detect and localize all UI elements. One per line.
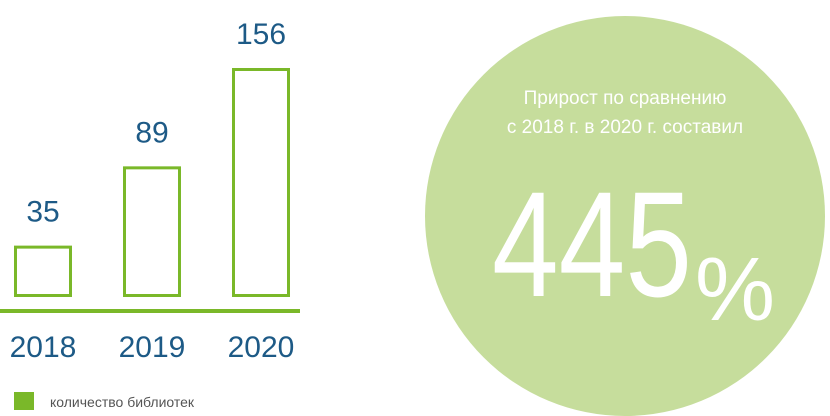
legend-label: количество библиотек xyxy=(50,394,195,410)
x-tick-label: 2018 xyxy=(10,331,77,364)
legend-swatch xyxy=(14,392,34,410)
annotation-line: с 2018 г. в 2020 г. составил xyxy=(507,117,743,138)
x-tick-label: 2020 xyxy=(228,331,295,364)
highlight-unit: % xyxy=(695,240,775,340)
highlight-circle xyxy=(425,16,825,416)
bar xyxy=(232,68,290,297)
value-label: 89 xyxy=(135,116,168,149)
bar xyxy=(123,166,181,298)
value-label: 156 xyxy=(236,18,286,51)
annotation-line: Прирост по сравнению xyxy=(524,88,727,109)
x-tick-label: 2019 xyxy=(119,331,186,364)
value-label: 35 xyxy=(26,196,59,229)
highlight-value: 445 xyxy=(492,160,692,328)
bar xyxy=(14,245,72,297)
